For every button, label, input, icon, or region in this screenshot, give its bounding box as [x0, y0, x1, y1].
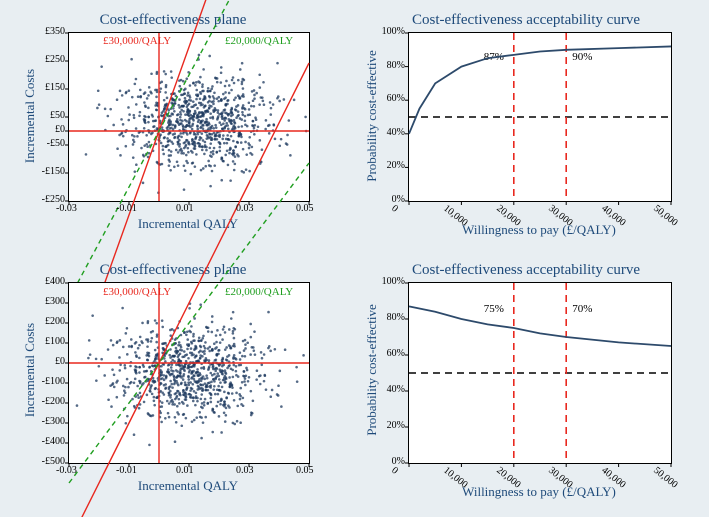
y-axis-label: Probability cost-effective	[364, 36, 380, 196]
x-axis-label: Willingness to pay (£/QALY)	[408, 222, 670, 238]
x-axis-label: Incremental QALY	[68, 216, 308, 232]
ce-plane-top	[68, 32, 310, 202]
x-axis-label: Incremental QALY	[68, 478, 308, 494]
svg-text:75%: 75%	[484, 303, 504, 315]
chart-title: Cost-effectiveness plane	[38, 262, 308, 279]
chart-title: Cost-effectiveness acceptability curve	[356, 12, 696, 29]
y-axis-label: Incremental Costs	[22, 46, 38, 186]
x-axis-label: Willingness to pay (£/QALY)	[408, 484, 670, 500]
ceac-bot: 75% 70%	[408, 282, 672, 464]
svg-text:90%: 90%	[572, 51, 592, 63]
y-axis-label: Probability cost-effective	[364, 290, 380, 450]
svg-text:70%: 70%	[572, 303, 592, 315]
y-axis-label: Incremental Costs	[22, 300, 38, 440]
chart-title: Cost-effectiveness plane	[38, 12, 308, 29]
legend-20k: £20,000/QALY	[225, 286, 293, 298]
legend-20k: £20,000/QALY	[225, 35, 293, 47]
ce-plane-bot	[68, 282, 310, 464]
chart-title: Cost-effectiveness acceptability curve	[356, 262, 696, 279]
legend-30k: £30,000/QALY	[103, 286, 171, 298]
legend-30k: £30,000/QALY	[103, 35, 171, 47]
ceac-top: 87%90%	[408, 32, 672, 202]
